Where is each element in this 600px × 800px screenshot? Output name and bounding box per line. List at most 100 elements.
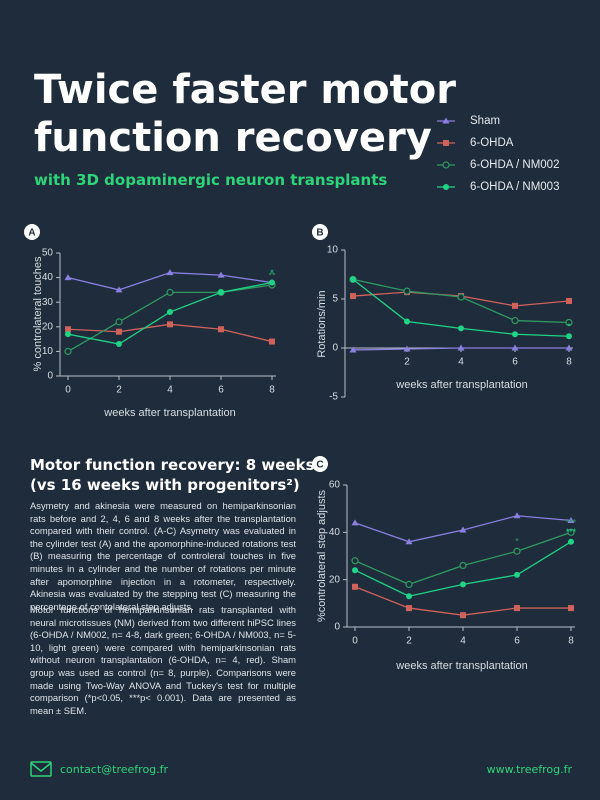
x-tick-label: 2 — [406, 636, 412, 647]
y-tick-label: 60 — [329, 480, 341, 491]
x-tick-label: 6 — [512, 357, 518, 368]
data-point — [565, 318, 573, 327]
series-line — [352, 278, 570, 324]
data-point — [116, 341, 122, 348]
data-point — [351, 557, 359, 565]
email[interactable]: contact@treefrog.fr — [60, 763, 169, 776]
y-tick-label: 50 — [42, 248, 54, 259]
data-point — [405, 580, 413, 589]
data-point — [566, 297, 572, 304]
data-point — [65, 326, 71, 333]
significance: * — [567, 322, 571, 332]
data-point — [406, 593, 412, 600]
data-point — [568, 605, 574, 612]
y-axis-label: Rotations/min — [316, 290, 328, 357]
data-point — [218, 326, 224, 333]
data-point — [166, 288, 174, 296]
data-point — [351, 519, 359, 526]
legend-marker — [443, 184, 449, 190]
data-point — [511, 316, 519, 325]
x-tick-label: 0 — [352, 636, 358, 647]
panel-label: B — [316, 228, 323, 239]
x-tick-label: 6 — [218, 385, 224, 396]
x-tick-label: 2 — [404, 357, 410, 368]
data-point — [217, 271, 225, 278]
panel-badge — [312, 456, 328, 472]
data-point — [167, 321, 173, 328]
x-tick-label: 4 — [167, 385, 173, 396]
data-point — [403, 345, 411, 352]
y-tick-label: -5 — [329, 392, 338, 403]
heading-line: (vs 16 weeks with progenitors²) — [30, 476, 300, 494]
y-tick-label: 10 — [42, 346, 54, 357]
data-point — [269, 279, 275, 286]
significance: ** — [268, 270, 276, 280]
data-point — [352, 567, 358, 574]
title-line: function recovery — [34, 115, 432, 161]
significance: *** — [566, 527, 577, 537]
y-tick-label: 0 — [334, 622, 340, 633]
y-tick-label: 20 — [329, 574, 341, 585]
significance: * — [515, 537, 519, 547]
y-tick-label: 40 — [42, 272, 54, 283]
x-tick-label: 4 — [460, 636, 466, 647]
significance: * — [270, 268, 274, 278]
x-axis-label: weeks after transplantation — [395, 660, 527, 672]
data-point — [513, 512, 521, 519]
data-point — [406, 605, 412, 612]
x-tick-label: 0 — [65, 385, 71, 396]
panel-badge — [24, 224, 40, 240]
title-line: Twice faster motor — [34, 67, 456, 113]
data-point — [514, 571, 520, 578]
y-axis-label: %controlateral step adjusts — [316, 489, 328, 622]
data-point — [350, 276, 356, 283]
x-tick-label: 4 — [458, 357, 464, 368]
data-point — [457, 293, 465, 301]
data-point — [457, 344, 465, 351]
paragraph: Motor functions of hemiparkinsonian rats… — [30, 604, 296, 716]
data-point — [65, 331, 71, 338]
data-point — [460, 612, 466, 619]
data-point — [166, 269, 174, 276]
x-tick-label: 2 — [116, 385, 122, 396]
y-tick-label: 40 — [329, 527, 341, 538]
x-tick-label: 8 — [269, 385, 275, 396]
data-point — [567, 528, 575, 536]
data-point — [64, 274, 72, 281]
data-point — [458, 325, 464, 332]
data-point — [459, 526, 467, 533]
data-point — [403, 287, 411, 295]
data-point — [115, 286, 123, 293]
y-axis-label: % controlateral touches — [32, 256, 44, 371]
y-tick-label: 0 — [47, 371, 53, 382]
website[interactable]: www.treefrog.fr — [486, 763, 572, 776]
data-point — [352, 583, 358, 590]
data-point — [566, 333, 572, 340]
significance: *** — [566, 518, 577, 528]
series-line — [67, 272, 273, 291]
legend-label: 6-OHDA / NM003 — [470, 181, 559, 193]
data-point — [167, 309, 173, 316]
subtitle: with 3D dopaminergic neuron transplants — [34, 171, 388, 189]
data-point — [459, 561, 467, 570]
y-tick-label: 30 — [42, 297, 54, 308]
x-axis-label: weeks after transplantation — [103, 407, 235, 419]
title: Twice faster motor function recovery — [34, 66, 456, 162]
panel-label: A — [28, 228, 35, 239]
data-point — [115, 318, 123, 326]
legend-marker — [442, 117, 450, 124]
y-tick-label: 5 — [332, 294, 338, 305]
data-point — [218, 289, 224, 296]
x-axis-label: weeks after transplantation — [395, 379, 527, 391]
data-point — [64, 347, 72, 355]
x-tick-label: 8 — [568, 636, 574, 647]
y-tick-label: 0 — [332, 343, 338, 354]
series-line — [354, 531, 572, 586]
panel-badge — [312, 224, 328, 240]
data-point — [405, 538, 413, 545]
x-tick-label: 6 — [514, 636, 520, 647]
legend-label: Sham — [470, 115, 500, 127]
data-point — [568, 538, 574, 545]
